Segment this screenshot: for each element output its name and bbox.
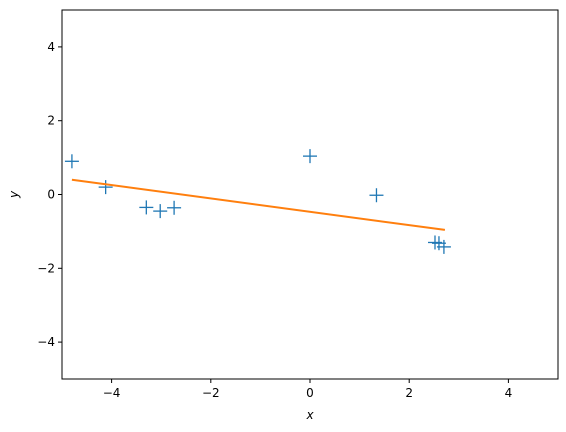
y-axis-ticks: −4 −2 0 2 4	[37, 40, 62, 349]
y-tick-label: 2	[47, 114, 55, 128]
x-tick-label: −2	[202, 386, 220, 400]
scatter-point	[153, 204, 168, 219]
scatter-point	[427, 235, 442, 250]
data-marks	[64, 149, 451, 254]
scatter-point	[64, 154, 79, 169]
scatter-point	[98, 180, 113, 195]
y-tick-label: 0	[47, 188, 55, 202]
fit-line	[71, 178, 446, 231]
scatter-point	[139, 200, 154, 215]
y-tick-label: −2	[37, 261, 55, 275]
scatter-point	[167, 200, 182, 215]
y-tick-label: −4	[37, 335, 55, 349]
scatter-point	[369, 188, 384, 203]
x-tick-label: 2	[405, 386, 413, 400]
y-axis-label: y	[7, 190, 21, 199]
axes-frame	[61, 9, 559, 380]
x-tick-label: −4	[103, 386, 121, 400]
scatter-point	[303, 149, 317, 164]
x-axis-label: x	[305, 408, 314, 422]
y-tick-label: 4	[47, 40, 55, 54]
x-tick-label: 0	[306, 386, 314, 400]
x-tick-label: 4	[505, 386, 513, 400]
scatter-point	[436, 239, 451, 254]
plot-area	[62, 10, 558, 379]
x-axis-ticks: −4 −2 0 2 4	[103, 379, 512, 400]
